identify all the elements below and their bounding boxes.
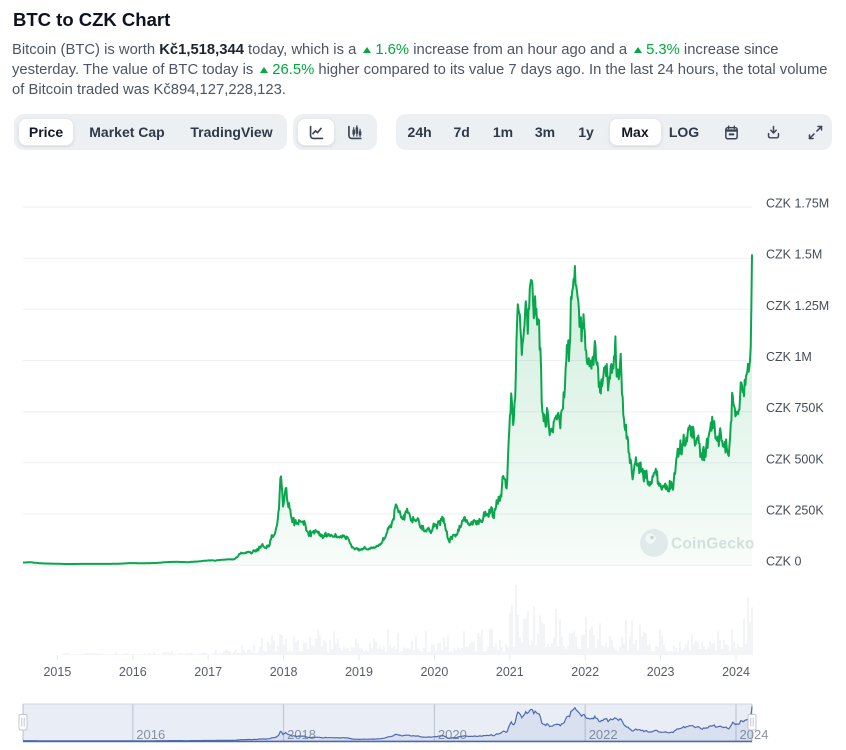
svg-text:CZK 750K: CZK 750K <box>766 401 824 415</box>
svg-text:CZK 250K: CZK 250K <box>766 504 824 518</box>
svg-text:CZK 500K: CZK 500K <box>766 452 824 466</box>
svg-text:2020: 2020 <box>438 727 467 742</box>
svg-text:CZK 1.5M: CZK 1.5M <box>766 248 822 262</box>
svg-text:2021: 2021 <box>496 665 524 679</box>
svg-text:CZK 1M: CZK 1M <box>766 350 812 364</box>
svg-text:2024: 2024 <box>722 665 750 679</box>
svg-text:2022: 2022 <box>571 665 599 679</box>
svg-text:2020: 2020 <box>420 665 448 679</box>
svg-text:2024: 2024 <box>740 727 769 742</box>
svg-text:CZK 0: CZK 0 <box>766 555 801 569</box>
svg-text:2018: 2018 <box>287 727 316 742</box>
svg-text:2019: 2019 <box>345 665 373 679</box>
svg-text:CZK 1.75M: CZK 1.75M <box>766 197 829 211</box>
svg-text:2016: 2016 <box>136 727 165 742</box>
svg-text:CoinGecko: CoinGecko <box>671 536 755 553</box>
svg-text:2016: 2016 <box>119 665 147 679</box>
svg-text:CZK 1.25M: CZK 1.25M <box>766 299 829 313</box>
svg-text:2015: 2015 <box>43 665 71 679</box>
svg-text:2017: 2017 <box>194 665 222 679</box>
svg-text:2023: 2023 <box>647 665 675 679</box>
svg-text:2018: 2018 <box>270 665 298 679</box>
svg-text:2022: 2022 <box>589 727 618 742</box>
